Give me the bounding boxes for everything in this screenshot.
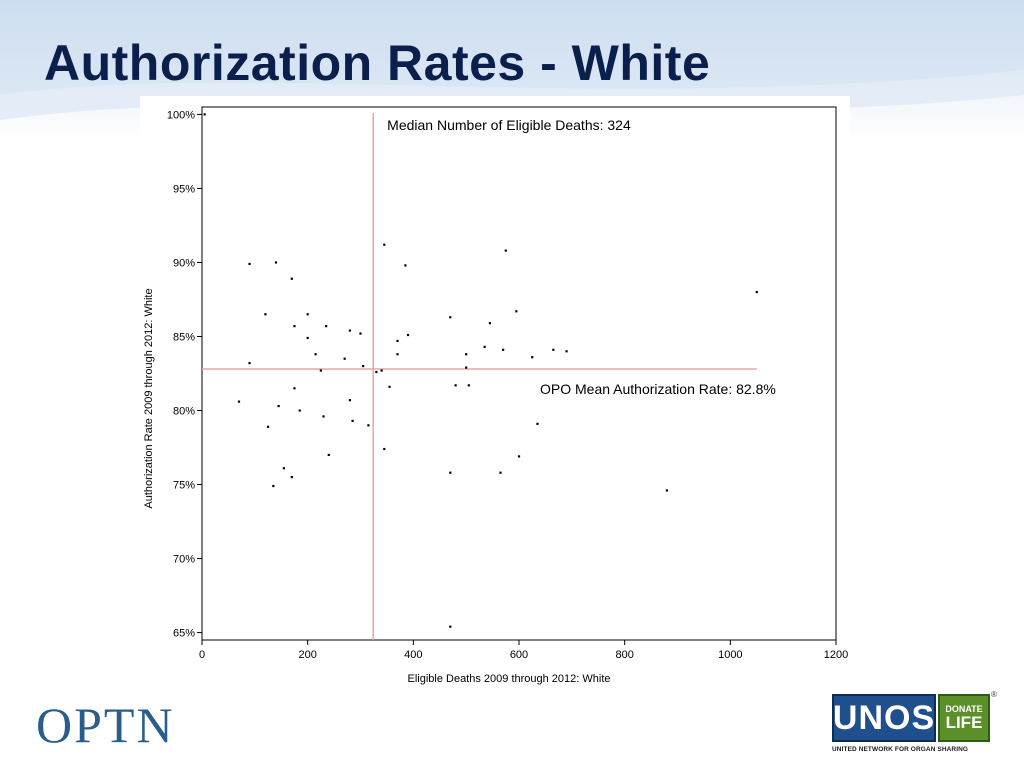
chart-panel: 0 200 400 600 800 1000 1200 65% 70% 75% 80% 85% 90% 9…	[140, 96, 850, 692]
scatter-chart: 0 200 400 600 800 1000 1200 65% 70% 75% 80% 85% 90% 9…	[143, 106, 848, 685]
data-point	[293, 387, 296, 390]
plot-area-frame	[201, 106, 837, 641]
data-point	[465, 353, 468, 356]
data-point	[306, 336, 309, 340]
y-tick-label: 100%	[167, 109, 195, 121]
data-point	[362, 364, 365, 368]
data-point	[264, 313, 267, 316]
data-point	[348, 399, 352, 402]
data-point	[396, 339, 399, 343]
x-tick-label: 1200	[824, 649, 848, 661]
x-tick-label: 600	[510, 649, 528, 661]
x-tick-label: 0	[199, 649, 205, 661]
data-point	[327, 453, 330, 457]
donate-life-badge: DONATE LIFE	[938, 694, 990, 742]
data-point	[449, 625, 452, 628]
data-point	[248, 362, 251, 365]
data-point	[298, 409, 301, 412]
unos-tagline: UNITED NETWORK FOR ORGAN SHARING	[832, 746, 969, 753]
data-point	[449, 471, 452, 474]
data-point	[396, 353, 399, 356]
data-point	[266, 425, 270, 428]
data-point	[502, 348, 505, 351]
data-point	[488, 322, 492, 325]
data-point	[290, 277, 293, 280]
y-tick-label: 80%	[173, 406, 195, 418]
y-tick-label: 85%	[173, 331, 195, 343]
data-point	[404, 264, 407, 267]
data-point	[237, 400, 241, 403]
data-point	[454, 384, 457, 387]
data-point	[536, 422, 539, 425]
data-point	[348, 329, 352, 332]
y-tick-label: 70%	[173, 554, 195, 566]
x-tick-label: 800	[615, 649, 633, 661]
data-point	[483, 345, 486, 348]
data-point	[375, 370, 378, 374]
data-point	[383, 447, 386, 451]
x-tick-label: 400	[404, 649, 422, 661]
data-point	[465, 366, 468, 369]
data-point	[383, 243, 386, 246]
optn-logo: OPTN	[36, 697, 175, 753]
unos-wordmark: UNOS	[832, 694, 936, 742]
data-point	[467, 384, 470, 387]
data-point	[406, 333, 410, 337]
data-point	[290, 476, 293, 479]
data-point	[388, 385, 391, 388]
data-point	[274, 261, 278, 264]
data-point	[359, 332, 362, 335]
median-annotation: Median Number of Eligible Deaths: 324	[387, 117, 631, 133]
data-point	[499, 471, 502, 474]
data-point	[665, 489, 669, 492]
data-point	[325, 325, 328, 328]
data-point	[517, 455, 521, 458]
data-point	[367, 424, 370, 427]
life-text: LIFE	[945, 713, 983, 732]
mean-annotation: OPO Mean Authorization Rate: 82.8%	[540, 381, 776, 397]
data-point	[552, 348, 555, 351]
x-axis-label: Eligible Deaths 2009 through 2012: White	[407, 673, 610, 685]
y-tick-label: 65%	[173, 628, 195, 640]
data-point	[277, 404, 280, 408]
data-point	[203, 113, 206, 116]
donate-text: DONATE	[945, 704, 983, 714]
data-point	[248, 262, 251, 266]
x-tick-label: 200	[298, 649, 316, 661]
data-point	[282, 467, 285, 470]
data-point	[293, 325, 296, 328]
data-point	[319, 369, 322, 372]
data-point	[515, 310, 518, 313]
data-point	[504, 249, 507, 252]
data-point	[449, 316, 452, 319]
y-tick-label: 75%	[173, 480, 195, 492]
registered-mark: ®	[991, 690, 997, 699]
y-tick-label: 95%	[173, 183, 195, 195]
data-point	[343, 357, 346, 360]
data-point	[314, 353, 317, 356]
unos-logo: UNOS DONATE LIFE ® UNITED NETWORK FOR OR…	[832, 690, 1000, 758]
data-point	[380, 369, 383, 372]
y-axis-label: Authorization Rate 2009 through 2012: Wh…	[143, 288, 155, 508]
data-point	[755, 290, 758, 294]
data-point	[351, 419, 354, 422]
y-tick-label: 90%	[173, 257, 195, 269]
data-point	[565, 350, 568, 353]
x-tick-label: 1000	[718, 649, 742, 661]
data-point	[322, 415, 325, 418]
slide-title: Authorization Rates - White	[44, 35, 711, 91]
data-point	[531, 356, 534, 359]
data-point	[306, 313, 309, 316]
data-point	[272, 484, 275, 488]
